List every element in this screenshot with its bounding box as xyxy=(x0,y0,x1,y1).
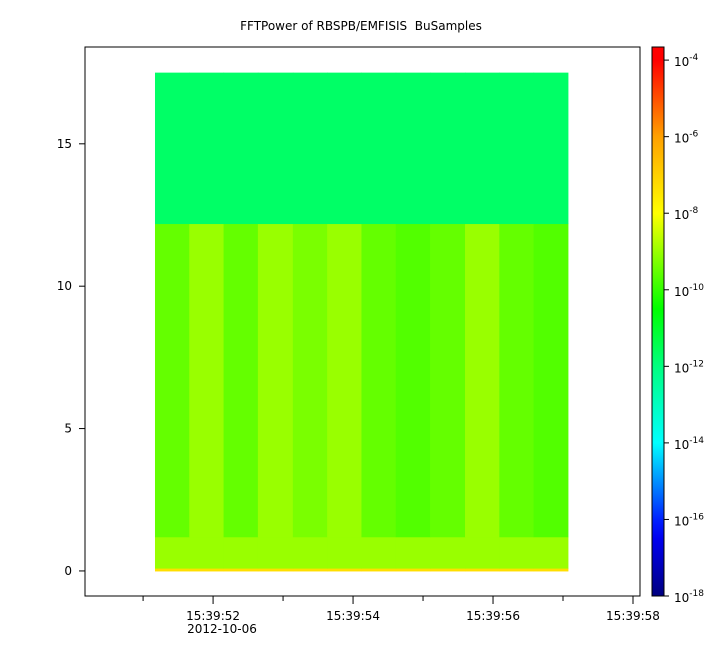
z-tick-base: 10 xyxy=(674,285,689,299)
z-tick-label: 10-10 xyxy=(674,283,704,299)
cell xyxy=(395,568,431,572)
cell xyxy=(465,223,500,538)
cell xyxy=(257,568,294,572)
x-tick-label: 15:39:56 xyxy=(466,609,520,623)
cell xyxy=(223,72,259,225)
z-tick-base: 10 xyxy=(674,591,689,605)
cell xyxy=(499,568,535,572)
z-tick-exponent: -12 xyxy=(689,359,704,369)
cell xyxy=(499,223,535,538)
cell xyxy=(292,223,328,538)
z-tick-exponent: -10 xyxy=(689,283,704,293)
cell xyxy=(361,223,397,538)
x-date-label: 2012-10-06 xyxy=(187,622,257,636)
cell xyxy=(189,568,225,572)
cell xyxy=(327,568,362,572)
cell xyxy=(430,536,466,569)
chart-title: FFTPower of RBSPB/EMFISIS BuSamples xyxy=(240,19,482,33)
cell xyxy=(395,72,431,225)
z-tick-base: 10 xyxy=(674,208,689,222)
cell xyxy=(292,568,328,572)
cell xyxy=(430,72,466,225)
cell xyxy=(430,568,466,572)
cell xyxy=(292,536,328,569)
z-tick-base: 10 xyxy=(674,514,689,528)
x-tick-label: 15:39:54 xyxy=(326,609,380,623)
cell xyxy=(533,568,569,572)
cell xyxy=(465,568,500,572)
y-tick-label: 15 xyxy=(57,137,72,151)
x-tick-label: 15:39:58 xyxy=(606,609,660,623)
cell xyxy=(327,536,362,569)
x-tick-label: 15:39:52 xyxy=(186,609,240,623)
z-tick-label: 10-16 xyxy=(674,512,704,528)
z-tick-label: 10-12 xyxy=(674,359,704,375)
z-tick-label: 10-14 xyxy=(674,436,704,452)
cell xyxy=(533,536,569,569)
cell xyxy=(361,568,397,572)
z-tick-exponent: -18 xyxy=(689,589,704,599)
z-tick-label: 10-6 xyxy=(674,130,699,146)
z-tick-exponent: -8 xyxy=(689,206,698,216)
z-tick-label: 10-18 xyxy=(674,589,704,605)
z-tick-label: 10-8 xyxy=(674,206,699,222)
cell xyxy=(154,72,190,225)
z-tick-exponent: -14 xyxy=(689,436,704,446)
cell xyxy=(533,223,569,538)
cell xyxy=(257,223,294,538)
z-tick-base: 10 xyxy=(674,55,689,69)
plot-frame xyxy=(84,46,641,597)
y-tick-label: 10 xyxy=(57,279,72,293)
z-tick-exponent: -4 xyxy=(689,53,698,63)
z-tick-label: 10-4 xyxy=(674,53,699,69)
cell xyxy=(154,536,190,569)
cell xyxy=(430,223,466,538)
cell xyxy=(154,568,190,572)
cell xyxy=(499,536,535,569)
z-tick-exponent: -16 xyxy=(689,512,704,522)
cell xyxy=(189,72,225,225)
cell xyxy=(257,536,294,569)
y-tick-label: 0 xyxy=(64,564,72,578)
cell xyxy=(223,568,259,572)
cell xyxy=(189,536,225,569)
cell xyxy=(223,223,259,538)
cell xyxy=(223,536,259,569)
cell xyxy=(465,72,500,225)
cell xyxy=(154,223,190,538)
z-tick-exponent: -6 xyxy=(689,130,698,140)
cell xyxy=(189,223,225,538)
cell xyxy=(499,72,535,225)
cell xyxy=(257,72,294,225)
y-tick-label: 5 xyxy=(64,422,72,436)
cell xyxy=(465,536,500,569)
cell xyxy=(395,223,431,538)
z-tick-base: 10 xyxy=(674,438,689,452)
z-tick-base: 10 xyxy=(674,132,689,146)
cell xyxy=(395,536,431,569)
colorbar xyxy=(651,46,665,597)
cell xyxy=(327,223,362,538)
cell xyxy=(533,72,569,225)
cell xyxy=(327,72,362,225)
cell xyxy=(361,72,397,225)
z-tick-base: 10 xyxy=(674,361,689,375)
cell xyxy=(361,536,397,569)
cell xyxy=(292,72,328,225)
